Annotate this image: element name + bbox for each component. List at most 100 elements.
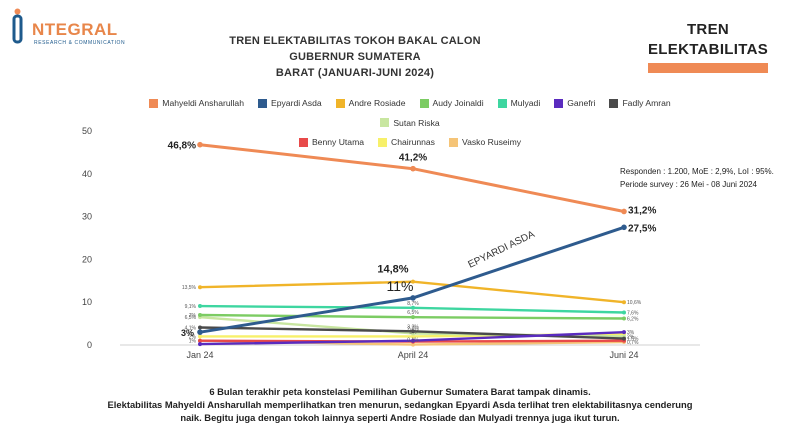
caption-line1: 6 Bulan terakhir peta konstelasi Pemilih… [209,386,591,397]
data-point [198,313,202,318]
legend-item: Mahyeldi Ansharullah [149,94,244,112]
legend-label: Fadly Amran [622,98,671,108]
x-tick-label: April 24 [398,350,429,360]
data-point [411,342,415,347]
data-point [411,279,415,284]
data-label: 0,1% [407,338,419,344]
legend-item: Chairunnas [378,133,435,151]
badge-line1: TREN [686,21,730,38]
data-label: 2% [409,329,417,335]
data-point [410,165,416,172]
data-label: 10,6% [627,300,642,306]
data-label: 6,2% [627,316,639,322]
data-label-big: 11% [387,278,414,294]
line-chart: 0 10 20 30 40 50 Jan 24 April 24 Juni 24 13,5% 10,… [82,126,700,360]
legend-label: Mulyadi [510,98,541,108]
data-point [622,330,626,335]
y-tick-label: 10 [82,297,92,307]
data-label: 4,1% [185,325,197,331]
data-point [197,329,203,335]
legend-swatch [380,118,390,127]
data-point [621,208,627,215]
data-point [411,315,415,320]
data-label-big: 46,8% [168,141,196,152]
data-point [411,329,415,334]
data-label-big: 14,8% [377,264,408,276]
data-label: 9,1% [185,304,197,310]
legend-item: Mulyadi [497,94,541,112]
data-point [622,300,626,305]
legend-label: Benny Utama [311,137,365,147]
legend-item: Epyardi Asda [258,94,322,112]
data-point [622,316,626,321]
chart-title-line2: BARAT (JANUARI-JUNI 2024) [275,67,435,79]
legend-swatch [149,98,159,108]
data-label: 3% [627,330,635,336]
y-tick-label: 20 [82,254,92,264]
brand-logo: NTEGRAL RESEARCH & COMMUNICATION [10,8,130,50]
data-label: 1% [189,339,197,345]
data-point [411,334,415,339]
chart-legend: Mahyeldi Ansharullah Epyardi Asda Andre Ro… [120,94,700,153]
y-tick-label: 50 [82,126,92,136]
x-tick-label: Juni 24 [609,350,638,360]
survey-period: Periode survey : 26 Mei - 08 Juni 2024 [620,180,757,189]
data-point [411,305,415,310]
data-label: 1,5% [627,337,639,343]
y-tick-label: 0 [87,340,92,350]
data-point [622,336,626,341]
legend-label: Sutan Riska [393,117,440,128]
survey-respondents: Responden : 1.200, MoE : 2,9%, LoI : 95%… [620,167,774,176]
legend-swatch [497,98,507,108]
brand-mark-icon [12,8,23,44]
legend-item: Vasko Ruseimy [448,133,522,151]
legend-swatch [419,98,429,108]
legend-label: Mahyeldi Ansharullah [162,98,244,108]
survey-notes: Responden : 1.200, MoE : 2,9%, LoI : 95%… [620,165,774,191]
legend-swatch [298,137,308,147]
chart-caption: 6 Bulan terakhir peta konstelasi Pemilih… [50,385,750,424]
x-tick-label: Jan 24 [186,350,213,360]
legend-label: Epyardi Asda [271,98,322,108]
data-label: 13,5% [182,285,197,291]
legend-label: Vasko Ruseimy [461,137,522,147]
legend-item: Andre Rosiade [335,94,406,112]
chart-title: TREN ELEKTABILITAS TOKOH BAKAL CALON GUB… [200,33,510,81]
data-point [198,325,202,330]
data-label-big: 27,5% [628,223,656,234]
data-point [622,310,626,315]
data-label: 2,7% [407,326,419,332]
legend-swatch [448,137,458,147]
data-point [410,295,416,301]
data-label: 7% [189,313,197,319]
legend-label: Andre Rosiade [348,98,406,108]
data-label: 6,5% [185,315,197,321]
legend-item: Sutan Riska [380,114,440,132]
data-point [197,141,203,148]
legend-swatch [258,98,267,108]
legend-swatch [378,137,388,147]
data-point [198,334,202,339]
legend-swatch [554,98,564,108]
data-point [198,285,202,290]
data-label: 8,7% [407,301,419,307]
data-label-big: 41,2% [399,153,427,164]
legend-swatch [609,98,619,108]
data-point [621,224,627,231]
chart-title-line1: TREN ELEKTABILITAS TOKOH BAKAL CALON GUB… [229,35,481,63]
data-label: 2% [627,334,635,340]
legend-item: Ganefri [554,94,595,112]
data-label-big: 31,2% [628,205,656,216]
y-tick-label: 40 [82,169,92,179]
badge-accent-bar [648,63,768,73]
data-point [198,338,202,343]
section-badge: TREN ELEKTABILITAS [648,20,768,73]
data-point [198,304,202,309]
y-tick-label: 30 [82,212,92,222]
data-point [198,342,202,347]
data-label: 0,7% [627,340,639,346]
legend-item: Benny Utama [298,133,365,151]
data-label: 7,6% [627,310,639,316]
badge-line2: ELEKTABILITAS [648,41,769,58]
brand-tagline: RESEARCH & COMMUNICATION [34,40,126,46]
